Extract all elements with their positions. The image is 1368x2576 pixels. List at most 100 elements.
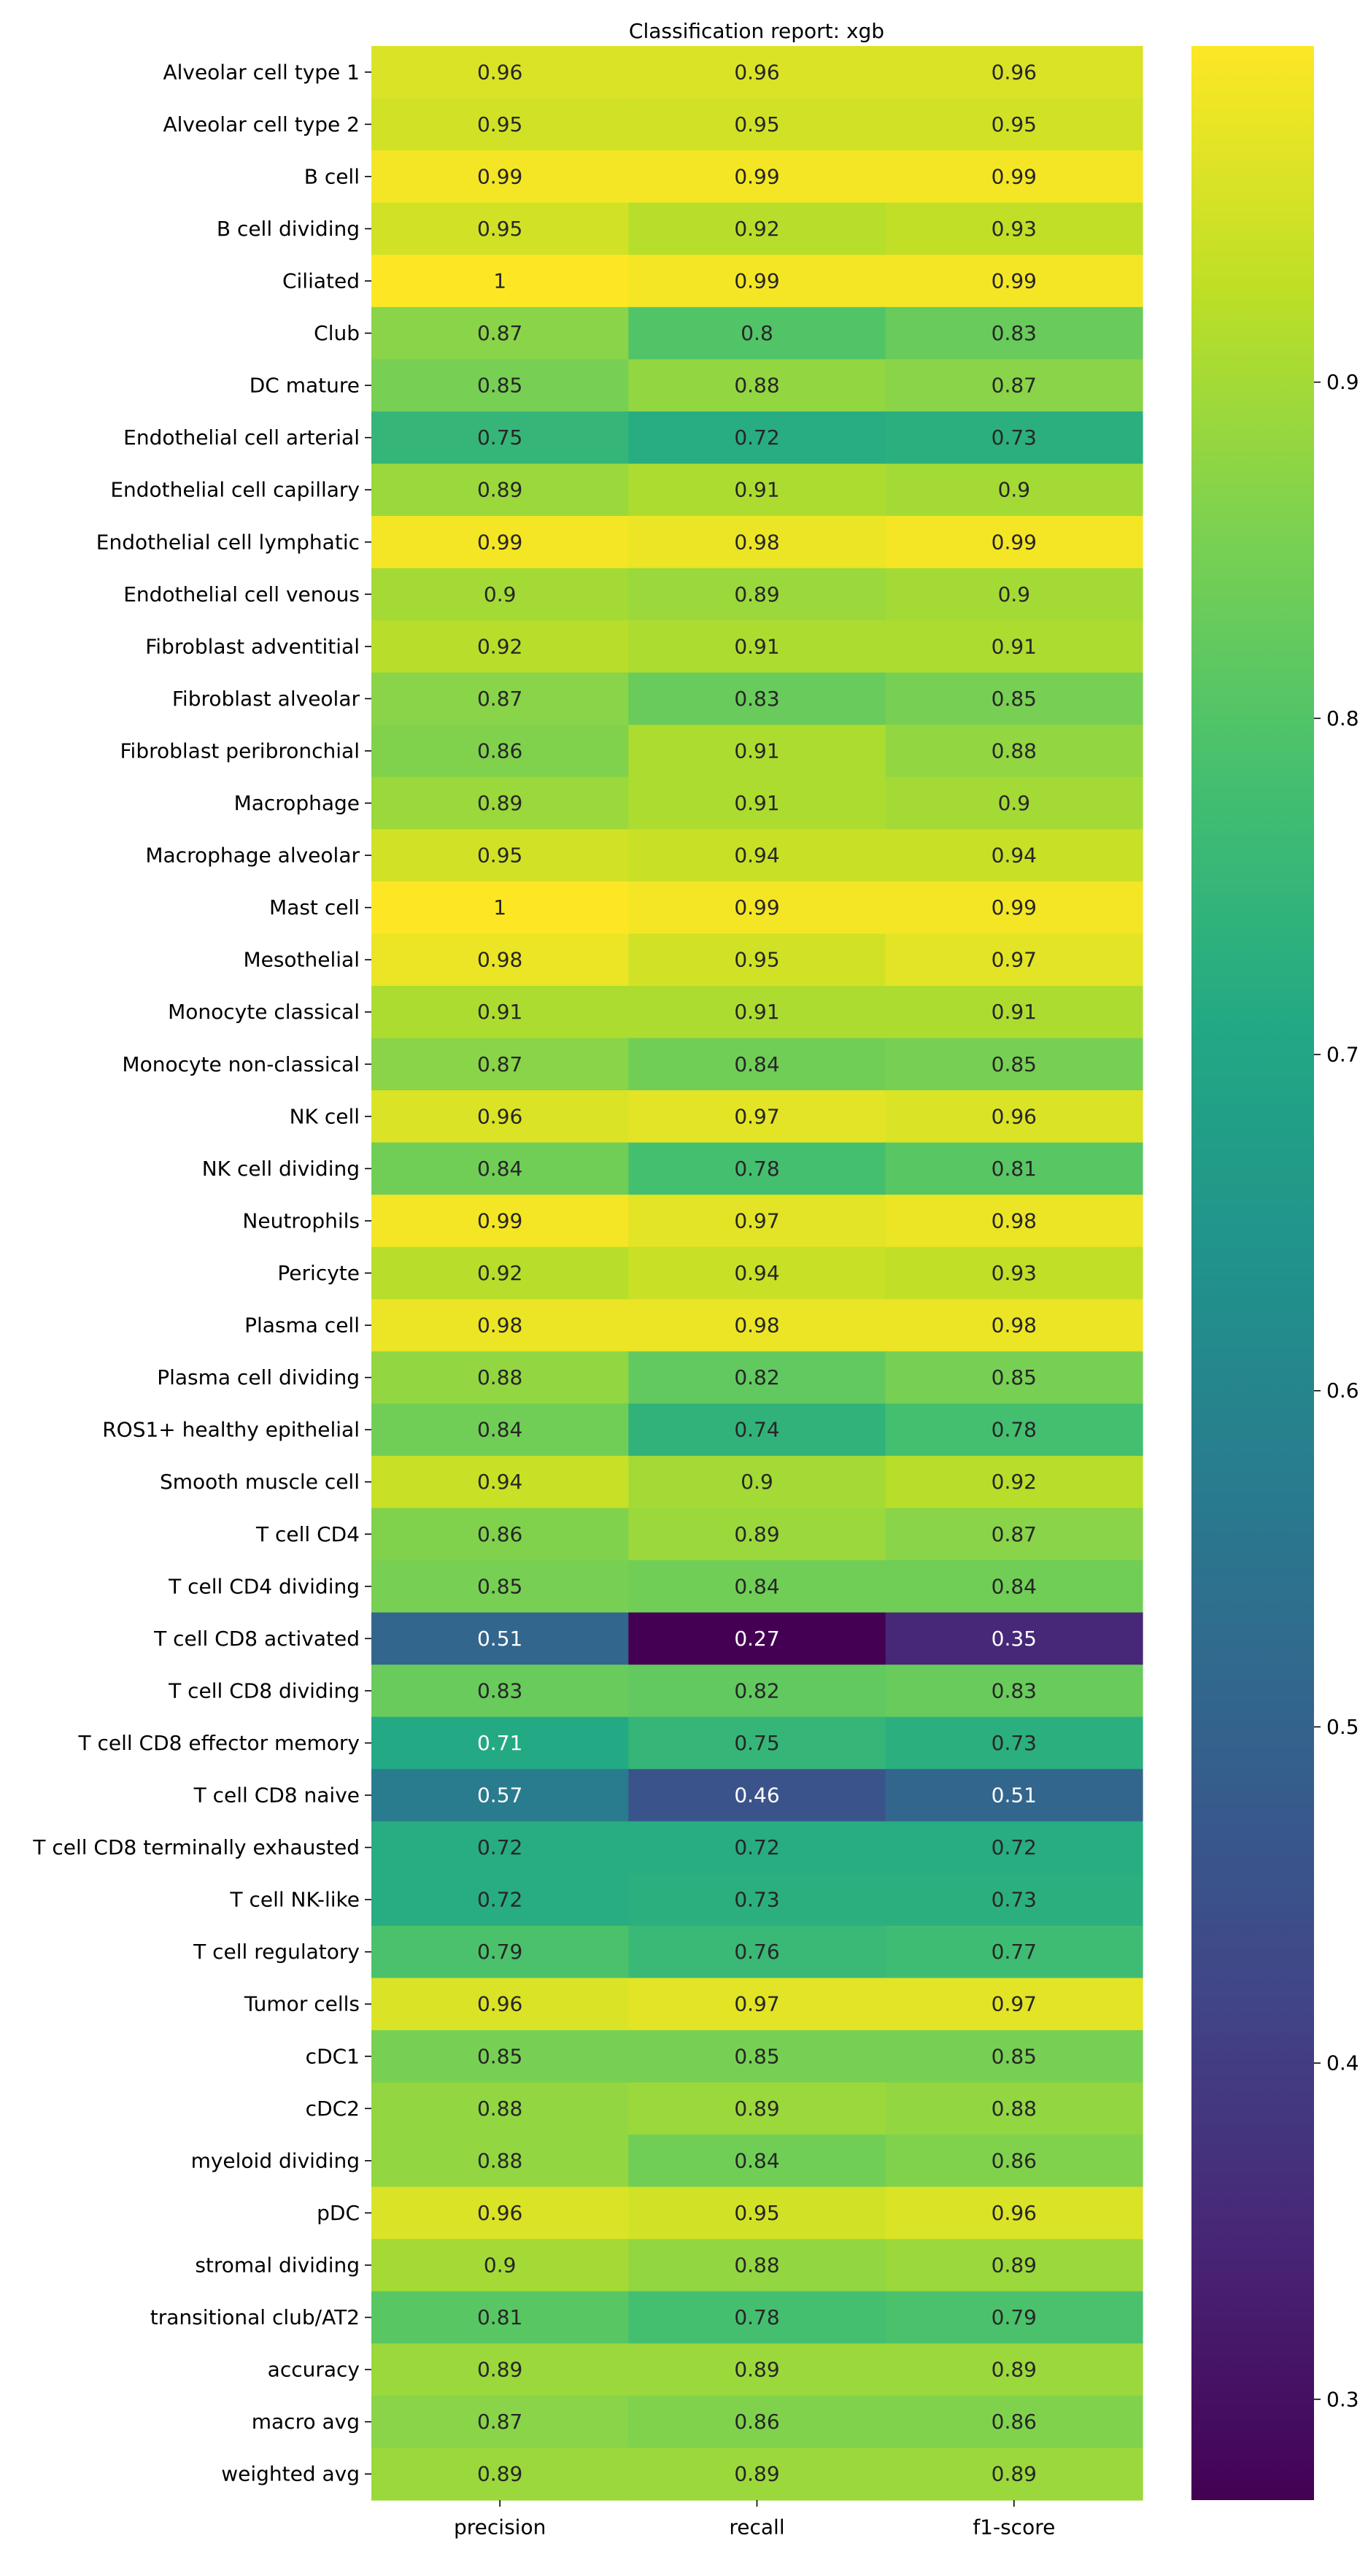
cell-value-label: 0.81 bbox=[992, 1157, 1037, 1181]
cell-value-label: 0.84 bbox=[734, 2148, 779, 2172]
heatmap-cell bbox=[885, 1142, 1143, 1195]
heatmap-cell bbox=[628, 1142, 886, 1195]
cell-value-label: 0.89 bbox=[734, 2462, 779, 2486]
heatmap-cell bbox=[628, 1978, 886, 2031]
colorbar-tick-label: 0.4 bbox=[1326, 2051, 1359, 2075]
row-label: weighted avg bbox=[221, 2462, 360, 2486]
row-label: Endothelial cell lymphatic bbox=[96, 530, 360, 554]
row-label: DC mature bbox=[250, 374, 360, 398]
heatmap-cell bbox=[371, 2395, 629, 2449]
heatmap-cell bbox=[628, 725, 886, 778]
heatmap-cell bbox=[371, 2030, 629, 2083]
cell-value-label: 0.87 bbox=[477, 321, 522, 345]
heatmap-cell bbox=[371, 150, 629, 204]
cell-value-label: 0.78 bbox=[992, 1418, 1037, 1442]
row-label: cDC1 bbox=[306, 2044, 360, 2068]
heatmap-cell bbox=[885, 359, 1143, 412]
heatmap-cell bbox=[885, 933, 1143, 987]
heatmap-cell bbox=[628, 463, 886, 517]
row-label: B cell bbox=[304, 164, 360, 188]
heatmap-cell bbox=[885, 1455, 1143, 1509]
heatmap-cell bbox=[371, 1403, 629, 1457]
cell-value-label: 0.73 bbox=[734, 1888, 779, 1912]
cell-value-label: 1 bbox=[493, 269, 506, 293]
heatmap-cell bbox=[371, 255, 629, 308]
cell-value-label: 0.89 bbox=[477, 2462, 522, 2486]
row-label: Macrophage alveolar bbox=[145, 844, 360, 868]
cell-value-label: 0.94 bbox=[734, 844, 779, 868]
row-label: Plasma cell bbox=[244, 1314, 360, 1338]
cell-value-label: 0.96 bbox=[992, 1104, 1037, 1128]
heatmap-cell bbox=[628, 985, 886, 1039]
heatmap-cell bbox=[371, 306, 629, 360]
cell-value-label: 0.85 bbox=[734, 2044, 779, 2068]
heatmap-cell bbox=[885, 1508, 1143, 1561]
heatmap-cell bbox=[371, 359, 629, 412]
cell-value-label: 0.8 bbox=[741, 321, 773, 345]
cell-value-label: 0.99 bbox=[734, 269, 779, 293]
heatmap-cell bbox=[371, 881, 629, 934]
cell-value-label: 0.9 bbox=[484, 582, 517, 606]
row-label: T cell CD8 activated bbox=[153, 1627, 360, 1651]
colorbar: 0.3 0.4 0.5 0.6 0.7 0.8 0.9 bbox=[1191, 46, 1359, 2500]
row-label: Mast cell bbox=[269, 895, 360, 919]
heatmap-cell bbox=[885, 1612, 1143, 1665]
heatmap-cell bbox=[628, 1716, 886, 1770]
cell-value-label: 0.9 bbox=[998, 582, 1031, 606]
cell-value-label: 0.97 bbox=[734, 1104, 779, 1128]
heatmap-cells bbox=[371, 46, 1143, 2501]
cell-value-label: 0.89 bbox=[477, 478, 522, 502]
cell-value-label: 0.77 bbox=[992, 1940, 1037, 1964]
cell-value-label: 0.97 bbox=[734, 1992, 779, 2016]
cell-value-label: 0.86 bbox=[477, 1522, 522, 1546]
heatmap-cell bbox=[371, 1873, 629, 1927]
heatmap-cell bbox=[371, 1142, 629, 1195]
cell-value-label: 0.88 bbox=[734, 374, 779, 398]
heatmap-cell bbox=[371, 1769, 629, 1822]
heatmap-cell bbox=[885, 463, 1143, 517]
cell-value-label: 0.75 bbox=[734, 1731, 779, 1755]
heatmap-cell bbox=[885, 1090, 1143, 1144]
cell-value-label: 0.98 bbox=[992, 1208, 1037, 1233]
heatmap-cell bbox=[371, 1716, 629, 1770]
cell-value-label: 0.93 bbox=[992, 217, 1037, 241]
heatmap-cell bbox=[628, 620, 886, 674]
heatmap-cell bbox=[371, 1560, 629, 1613]
heatmap-cell bbox=[628, 306, 886, 360]
heatmap-cell bbox=[885, 1403, 1143, 1457]
cell-value-label: 0.9 bbox=[741, 1470, 773, 1494]
heatmap-cell bbox=[885, 150, 1143, 204]
cell-value-label: 0.46 bbox=[734, 1783, 779, 1808]
cell-value-label: 0.89 bbox=[992, 2358, 1037, 2382]
cell-value-label: 0.89 bbox=[992, 2253, 1037, 2278]
row-label: Club bbox=[314, 321, 360, 345]
heatmap-cell bbox=[371, 1612, 629, 1665]
cell-value-label: 0.96 bbox=[992, 2201, 1037, 2225]
heatmap-cell bbox=[628, 1351, 886, 1404]
heatmap-cell bbox=[885, 1560, 1143, 1613]
cell-value-label: 0.82 bbox=[734, 1678, 779, 1702]
heatmap-cell bbox=[628, 1873, 886, 1927]
heatmap-cell bbox=[628, 2448, 886, 2501]
row-label: myeloid dividing bbox=[191, 2148, 360, 2172]
cell-value-label: 1 bbox=[493, 895, 506, 919]
heatmap-cell bbox=[628, 515, 886, 569]
row-label: Plasma cell dividing bbox=[157, 1365, 360, 1389]
cell-value-label: 0.71 bbox=[477, 1731, 522, 1755]
cell-value-label: 0.85 bbox=[477, 2044, 522, 2068]
cell-value-label: 0.91 bbox=[992, 1000, 1037, 1024]
heatmap-cell bbox=[371, 1351, 629, 1404]
cell-value-label: 0.83 bbox=[734, 687, 779, 711]
heatmap-cell bbox=[371, 411, 629, 465]
row-label: T cell NK-like bbox=[229, 1888, 360, 1912]
row-label: Macrophage bbox=[234, 791, 360, 815]
cell-value-label: 0.85 bbox=[992, 1365, 1037, 1389]
cell-value-label: 0.84 bbox=[477, 1418, 522, 1442]
heatmap-cell bbox=[885, 1716, 1143, 1770]
cell-value-label: 0.95 bbox=[734, 948, 779, 972]
heatmap-cell bbox=[628, 1195, 886, 1248]
heatmap-cell bbox=[628, 2082, 886, 2135]
heatmap-cell bbox=[885, 672, 1143, 725]
heatmap-cell bbox=[885, 1038, 1143, 1091]
heatmap-cell bbox=[628, 2186, 886, 2240]
